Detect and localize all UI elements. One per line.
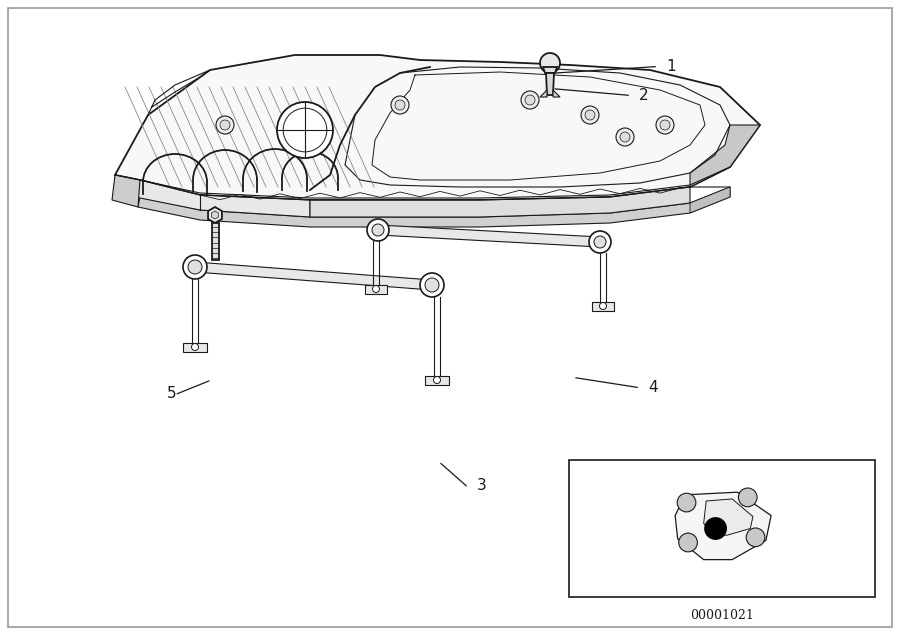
Circle shape: [738, 488, 757, 507]
Circle shape: [434, 377, 440, 384]
Bar: [425, 375, 449, 385]
Bar: [365, 284, 387, 293]
Circle shape: [525, 95, 535, 105]
Circle shape: [395, 100, 405, 110]
Circle shape: [581, 106, 599, 124]
Circle shape: [216, 116, 234, 134]
Polygon shape: [704, 499, 753, 535]
Circle shape: [425, 278, 439, 292]
Circle shape: [656, 116, 674, 134]
Polygon shape: [378, 225, 600, 247]
Polygon shape: [138, 187, 730, 227]
Polygon shape: [543, 67, 557, 73]
Circle shape: [594, 236, 606, 248]
Polygon shape: [553, 90, 560, 97]
Circle shape: [677, 493, 696, 512]
Circle shape: [277, 102, 333, 158]
Circle shape: [373, 286, 380, 293]
Circle shape: [367, 219, 389, 241]
Circle shape: [599, 302, 607, 309]
Bar: [592, 302, 614, 311]
Circle shape: [746, 528, 765, 547]
Polygon shape: [212, 211, 219, 219]
Polygon shape: [208, 207, 222, 223]
Polygon shape: [212, 223, 219, 260]
Text: 5: 5: [166, 386, 176, 401]
Circle shape: [391, 96, 409, 114]
Polygon shape: [112, 175, 140, 207]
Circle shape: [188, 260, 202, 274]
Polygon shape: [540, 90, 547, 97]
Circle shape: [220, 120, 230, 130]
Circle shape: [540, 53, 560, 73]
Circle shape: [679, 533, 698, 552]
Circle shape: [704, 517, 727, 540]
Text: 00001021: 00001021: [690, 609, 753, 622]
Text: 3: 3: [477, 478, 487, 493]
Circle shape: [616, 128, 634, 146]
Circle shape: [192, 344, 199, 351]
Circle shape: [620, 132, 630, 142]
Circle shape: [585, 110, 595, 120]
Polygon shape: [690, 125, 760, 187]
Circle shape: [420, 273, 444, 297]
Text: 2: 2: [639, 88, 649, 103]
Bar: [183, 342, 207, 352]
Polygon shape: [135, 180, 310, 217]
Polygon shape: [115, 55, 760, 200]
Bar: [569, 460, 875, 597]
Polygon shape: [194, 262, 432, 290]
Circle shape: [183, 255, 207, 279]
Polygon shape: [546, 73, 554, 95]
Circle shape: [660, 120, 670, 130]
Text: 4: 4: [648, 380, 658, 395]
Circle shape: [521, 91, 539, 109]
Text: 1: 1: [666, 59, 676, 74]
Circle shape: [372, 224, 384, 236]
Circle shape: [589, 231, 611, 253]
Polygon shape: [690, 187, 730, 213]
Polygon shape: [675, 492, 771, 559]
Polygon shape: [310, 187, 690, 217]
